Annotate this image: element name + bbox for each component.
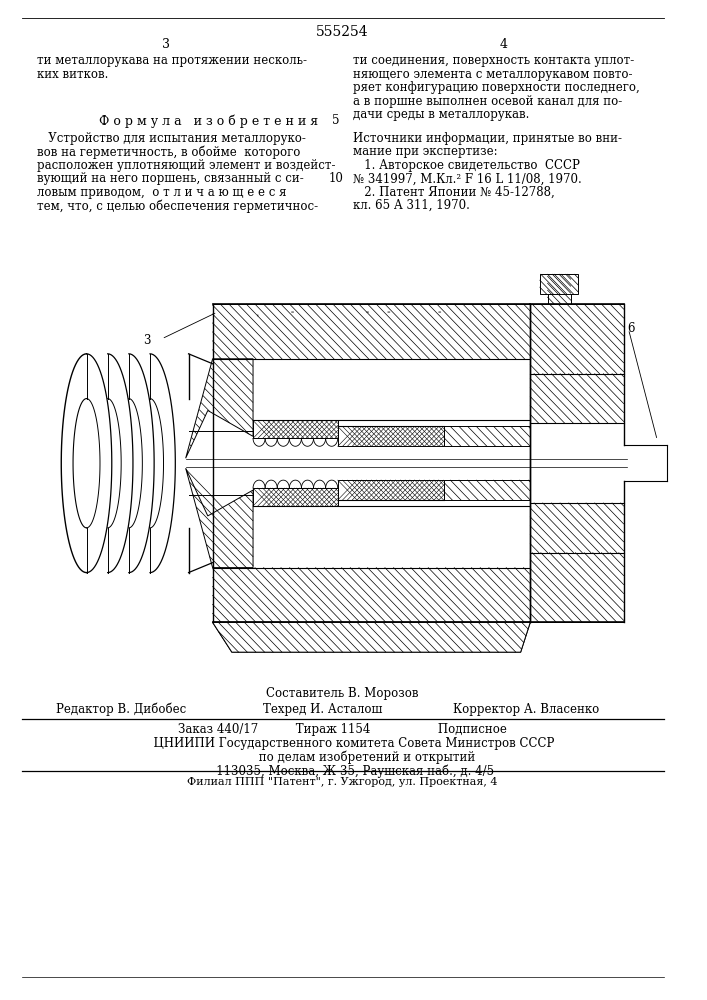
Text: 4: 4: [360, 305, 368, 318]
Bar: [213, 304, 530, 359]
Bar: [253, 488, 338, 506]
Text: 4: 4: [499, 38, 508, 51]
Text: расположен уплотняющий элемент и воздейст-: расположен уплотняющий элемент и воздейс…: [37, 159, 336, 172]
Polygon shape: [186, 468, 253, 568]
Text: ловым приводом,  о т л и ч а ю щ е е с я: ловым приводом, о т л и ч а ю щ е е с я: [37, 186, 287, 199]
Bar: [530, 374, 624, 423]
Text: 5: 5: [429, 305, 437, 318]
Text: Техред И. Асталош: Техред И. Асталош: [263, 703, 382, 716]
Text: 2: 2: [288, 305, 296, 318]
Bar: [443, 480, 530, 500]
Polygon shape: [213, 622, 530, 652]
Text: Заказ 440/17          Тираж 1154                  Подписное: Заказ 440/17 Тираж 1154 Подписное: [178, 723, 507, 736]
Text: 1: 1: [247, 305, 255, 318]
Text: 113035, Москва, Ж-35, Раушская наб., д. 4/5: 113035, Москва, Ж-35, Раушская наб., д. …: [190, 765, 495, 778]
Bar: [540, 274, 578, 294]
Text: 3: 3: [163, 38, 170, 51]
Text: тем, что, с целью обеспечения герметичнос-: тем, что, с целью обеспечения герметично…: [37, 199, 319, 213]
Text: Составитель В. Морозов: Составитель В. Морозов: [267, 687, 419, 700]
Text: по делам изобретений и открытий: по делам изобретений и открытий: [210, 751, 475, 764]
Bar: [530, 553, 624, 622]
Text: вов на герметичность, в обойме  которого: вов на герметичность, в обойме которого: [37, 145, 300, 159]
Polygon shape: [213, 622, 530, 652]
Bar: [213, 568, 530, 622]
Text: ЦНИИПИ Государственного комитета Совета Министров СССР: ЦНИИПИ Государственного комитета Совета …: [131, 737, 554, 750]
Text: кл. 65 А 311, 1970.: кл. 65 А 311, 1970.: [353, 199, 470, 212]
Bar: [530, 503, 624, 553]
Text: а в поршне выполнен осевой канал для по-: а в поршне выполнен осевой канал для по-: [353, 95, 622, 108]
Text: 5: 5: [332, 114, 339, 127]
Bar: [443, 426, 530, 446]
Text: Корректор А. Власенко: Корректор А. Власенко: [453, 703, 600, 716]
Text: няющего элемента с металлорукавом повто-: няющего элемента с металлорукавом повто-: [353, 68, 633, 81]
Text: Источники информации, принятые во вни-: Источники информации, принятые во вни-: [353, 132, 622, 145]
Text: дачи среды в металлорукав.: дачи среды в металлорукав.: [353, 108, 530, 121]
Text: № 341997, М.Кл.² F 16 L 11/08, 1970.: № 341997, М.Кл.² F 16 L 11/08, 1970.: [353, 172, 582, 185]
Text: Филиал ППП "Патент", г. Ужгород, ул. Проектная, 4: Филиал ППП "Патент", г. Ужгород, ул. Про…: [187, 777, 498, 787]
Text: ряет конфигурацию поверхности последнего,: ряет конфигурацию поверхности последнего…: [353, 81, 640, 94]
Polygon shape: [186, 359, 253, 458]
Bar: [548, 274, 571, 304]
Text: Ф о р м у л а   и з о б р е т е н и я: Ф о р м у л а и з о б р е т е н и я: [99, 114, 318, 128]
Text: 10: 10: [328, 172, 344, 185]
Text: Редактор В. Дибобес: Редактор В. Дибобес: [56, 703, 186, 716]
Bar: [530, 304, 624, 374]
Text: ких витков.: ких витков.: [37, 68, 109, 81]
Bar: [253, 420, 338, 438]
Text: 3: 3: [144, 334, 151, 347]
Text: ти соединения, поверхность контакта уплот-: ти соединения, поверхность контакта упло…: [353, 54, 634, 67]
Text: 1. Авторское свидетельство  СССР: 1. Авторское свидетельство СССР: [353, 159, 580, 172]
Text: 7: 7: [387, 305, 395, 318]
Text: ти металлорукава на протяжении несколь-: ти металлорукава на протяжении несколь-: [37, 54, 308, 67]
Text: 6: 6: [628, 322, 635, 335]
Text: вующий на него поршень, связанный с си-: вующий на него поршень, связанный с си-: [37, 172, 304, 185]
Text: 2. Патент Японии № 45-12788,: 2. Патент Японии № 45-12788,: [353, 186, 555, 199]
Text: мание при экспертизе:: мание при экспертизе:: [353, 145, 498, 158]
Text: 555254: 555254: [316, 25, 369, 39]
Bar: [338, 426, 443, 446]
Text: Устройство для испытания металлоруко-: Устройство для испытания металлоруко-: [37, 132, 306, 145]
Bar: [338, 480, 443, 500]
